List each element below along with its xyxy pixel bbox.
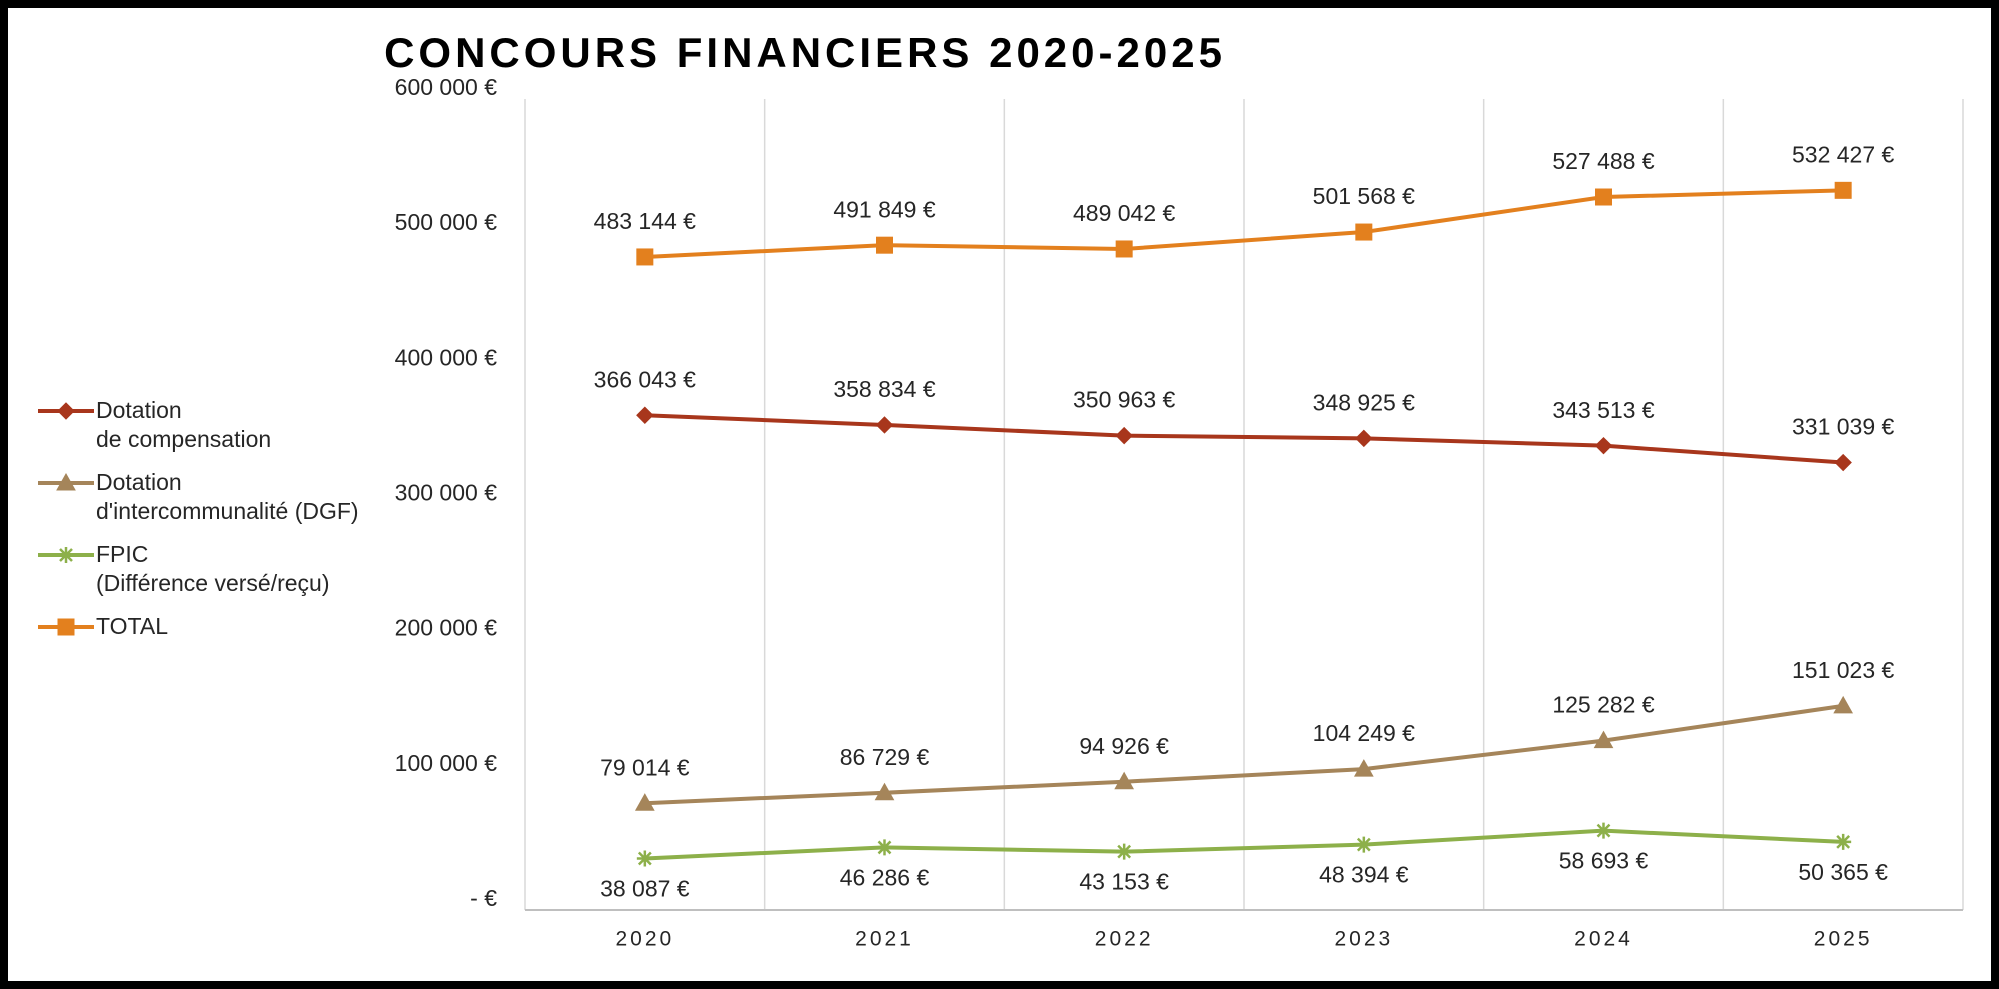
series-line — [644, 703, 1844, 806]
data-label: 348 925 € — [1313, 389, 1416, 415]
legend-item: Dotation d'intercommunalité (DGF) — [38, 468, 438, 540]
legend-label: Dotation de compensation — [96, 397, 272, 452]
data-label: 527 488 € — [1552, 148, 1655, 174]
legend: Dotation de compensation Dotation d'inter… — [38, 396, 438, 684]
data-label: 501 568 € — [1313, 183, 1416, 209]
marker — [1114, 771, 1135, 790]
marker — [1834, 181, 1852, 199]
legend-label: TOTAL — [96, 613, 168, 639]
y-tick-label: 500 000 € — [395, 209, 498, 235]
marker — [634, 793, 655, 811]
x-tick-label: 2022 — [1095, 928, 1154, 951]
marker — [875, 416, 894, 434]
marker — [57, 402, 75, 420]
marker — [1353, 759, 1374, 777]
y-tick-label: - € — [470, 885, 497, 911]
series-line — [644, 413, 1844, 465]
marker — [1116, 843, 1133, 860]
y-tick-label: 600 000 € — [395, 74, 498, 100]
marker — [874, 782, 895, 801]
y-tick-label: 200 000 € — [395, 615, 498, 641]
legend-item: FPIC (Différence versé/reçu) — [38, 540, 438, 612]
marker — [1115, 426, 1133, 445]
data-label: 79 014 € — [600, 754, 690, 780]
marker — [57, 618, 75, 636]
x-tick-label: 2021 — [855, 928, 914, 951]
data-label: 104 249 € — [1313, 720, 1416, 746]
chart-title: CONCOURS FINANCIERS 2020-2025 — [384, 29, 1226, 76]
marker — [1595, 188, 1612, 206]
data-label: 46 286 € — [840, 865, 930, 891]
data-label: 491 849 € — [833, 196, 936, 222]
data-label: 532 427 € — [1792, 141, 1895, 167]
legend-item: Dotation de compensation — [38, 396, 438, 468]
x-tick-label: 2024 — [1574, 928, 1633, 951]
x-tick-label: 2023 — [1334, 928, 1393, 951]
data-label: 38 087 € — [600, 876, 690, 902]
data-label: 151 023 € — [1792, 657, 1895, 683]
data-label: 483 144 € — [594, 208, 697, 234]
marker — [56, 472, 76, 491]
data-label: 48 394 € — [1319, 862, 1409, 888]
data-label: 43 153 € — [1079, 869, 1169, 895]
marker — [1835, 833, 1852, 850]
marker — [58, 547, 74, 563]
data-label: 358 834 € — [833, 376, 936, 402]
x-tick-label: 2020 — [615, 928, 674, 951]
data-label: 86 729 € — [840, 744, 930, 770]
data-label: 350 963 € — [1073, 387, 1176, 413]
data-label: 331 039 € — [1792, 414, 1895, 440]
legend-icon — [38, 472, 94, 491]
marker — [1355, 836, 1372, 853]
marker — [1594, 436, 1613, 455]
series-line — [644, 828, 1844, 861]
marker — [636, 248, 654, 266]
y-tick-label: 400 000 € — [395, 344, 498, 370]
marker — [636, 850, 653, 867]
marker — [1595, 822, 1612, 839]
data-label: 58 693 € — [1559, 848, 1649, 874]
legend-icon — [38, 547, 94, 563]
marker — [876, 839, 893, 856]
legend-item: TOTAL — [38, 612, 438, 684]
marker — [1355, 223, 1373, 241]
marker — [1833, 695, 1854, 714]
data-label: 94 926 € — [1079, 733, 1169, 759]
y-tick-label: 100 000 € — [395, 750, 498, 776]
marker — [1593, 730, 1614, 749]
data-label: 343 513 € — [1552, 397, 1655, 423]
marker — [1115, 240, 1133, 258]
legend-label: Dotation d'intercommunalité (DGF) — [96, 469, 359, 524]
marker — [876, 236, 893, 254]
legend-icon — [38, 402, 94, 420]
marker — [1834, 453, 1852, 472]
data-label: 489 042 € — [1073, 200, 1176, 226]
data-label: 50 365 € — [1798, 859, 1888, 885]
data-label: 125 282 € — [1552, 692, 1655, 718]
y-tick-label: 300 000 € — [395, 480, 498, 506]
marker — [636, 406, 654, 424]
data-label: 366 043 € — [594, 366, 697, 392]
legend-label: FPIC (Différence versé/reçu) — [96, 541, 330, 596]
series-line — [644, 188, 1844, 259]
x-tick-label: 2025 — [1814, 928, 1873, 951]
marker — [1355, 429, 1373, 448]
legend-icon — [38, 618, 94, 636]
